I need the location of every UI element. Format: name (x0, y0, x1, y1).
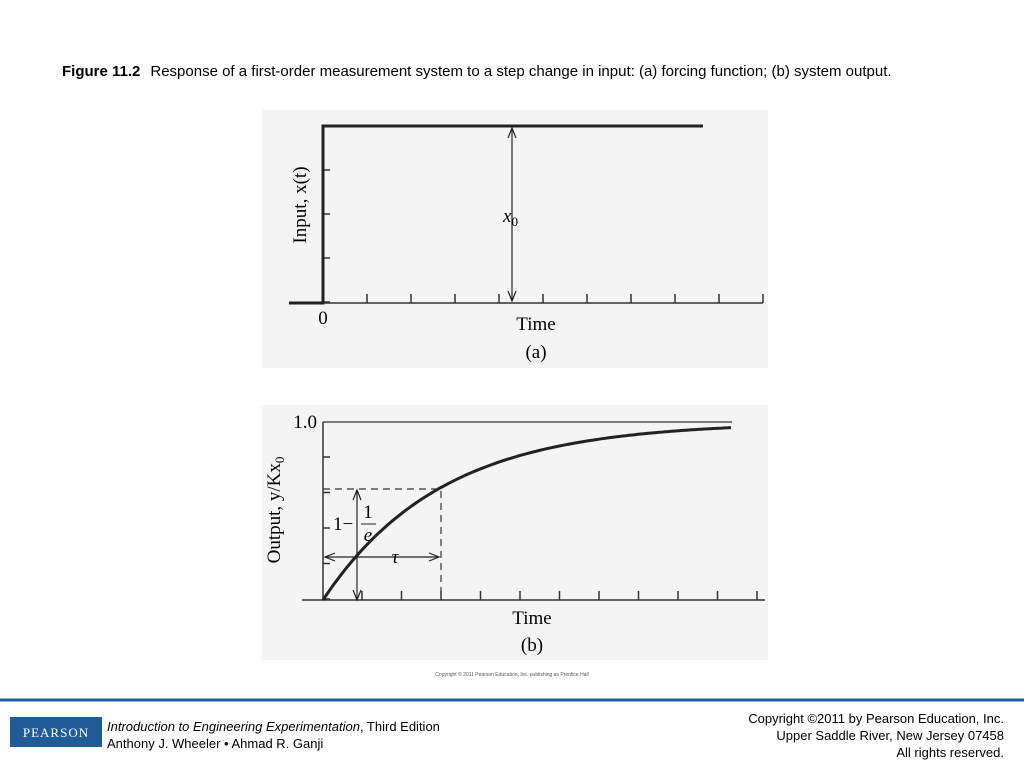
panel-tag: (b) (521, 635, 543, 656)
level-denominator: e (364, 525, 372, 546)
x-label: Time (512, 608, 551, 629)
caption-label: Figure 11.2 (62, 63, 141, 80)
logo-box (10, 717, 102, 747)
level-numerator: 1 (363, 502, 373, 523)
amplitude-label: x0 (502, 206, 518, 229)
y-label: Output, y/Kx0 (264, 457, 287, 564)
level-prefix: 1− (333, 514, 353, 535)
tau-label: τ (392, 547, 400, 568)
arrow-heads (323, 552, 441, 562)
top-tick-label: 1.0 (293, 412, 317, 433)
subscript: 0 (511, 214, 518, 229)
step-input (289, 124, 703, 305)
panel-tag: (a) (525, 342, 546, 363)
figure-copyright: Copyright © 2011 Pearson Education, Inc.… (435, 671, 588, 678)
y-label: Input, x(t) (290, 166, 311, 243)
arrow-heads (507, 126, 517, 303)
caption-text: Response of a first-order measurement sy… (150, 63, 892, 80)
subscript: 0 (272, 457, 287, 464)
response-curve (321, 426, 732, 601)
label: Output, y/Kx (264, 463, 285, 564)
copyright-line: Copyright ©2011 by Pearson Education, In… (748, 711, 1004, 726)
authors: Anthony J. Wheeler • Ahmad R. Ganji (107, 736, 324, 751)
logo: PEARSON (23, 725, 89, 740)
edition: , Third Edition (359, 719, 440, 734)
panel-a-bg (262, 110, 768, 368)
copyright-line: Upper Saddle River, New Jersey 07458 (776, 728, 1004, 743)
origin-label: 0 (318, 308, 328, 329)
symbol: x (502, 206, 512, 227)
book-info: Introduction to Engineering Experimentat… (107, 718, 440, 752)
publisher: Copyright ©2011 by Pearson Education, In… (748, 710, 1004, 761)
arrow-heads (352, 488, 362, 602)
book-title: Introduction to Engineering Experimentat… (107, 719, 360, 734)
panel-b-bg (262, 405, 768, 660)
copyright-line: All rights reserved. (896, 745, 1004, 760)
book-line: Introduction to Engineering Experimentat… (107, 718, 440, 735)
caption: Figure 11.2 Response of a first-order mea… (62, 62, 962, 82)
x-label: Time (516, 314, 555, 335)
tau-guides (323, 488, 442, 600)
